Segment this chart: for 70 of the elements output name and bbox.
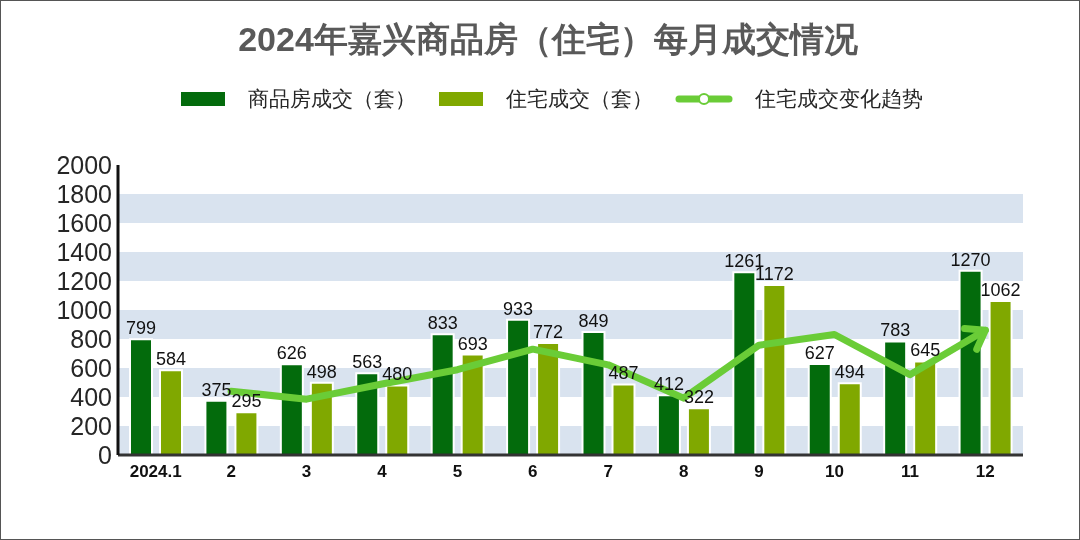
bar (958, 269, 983, 455)
bar (807, 363, 832, 455)
data-label: 375 (201, 379, 232, 400)
data-label: 783 (880, 320, 911, 341)
x-tick-label: 7 (603, 462, 613, 482)
bar (129, 338, 153, 455)
data-label: 933 (503, 298, 534, 319)
y-tick-label: 800 (70, 324, 112, 353)
x-tick-label: 10 (825, 462, 844, 482)
bar (837, 382, 862, 455)
bar (732, 271, 757, 455)
x-tick-label: 4 (377, 462, 388, 482)
data-label: 498 (306, 361, 337, 382)
y-tick-label: 200 (70, 411, 112, 440)
bar (279, 363, 304, 455)
y-tick-label: 0 (98, 440, 112, 469)
bar (762, 284, 787, 455)
x-tick-label: 5 (452, 462, 463, 482)
bar (686, 407, 711, 455)
x-tick-label: 2 (226, 462, 236, 482)
data-label: 627 (804, 343, 835, 364)
y-tick-label: 600 (70, 353, 112, 382)
legend-label: 住宅成交变化趋势 (754, 86, 923, 112)
bar (988, 300, 1013, 455)
legend-label: 住宅成交（套） (505, 86, 653, 112)
data-label: 849 (578, 310, 609, 331)
bar (506, 318, 531, 455)
x-tick-label: 9 (754, 462, 764, 482)
bar (430, 333, 455, 455)
bar (581, 330, 606, 455)
y-tick-label: 2000 (56, 150, 112, 179)
y-tick-label: 1800 (56, 179, 112, 208)
y-tick-label: 1400 (56, 237, 112, 266)
bar (883, 340, 908, 455)
data-label: 1270 (950, 249, 991, 270)
data-label: 799 (125, 318, 157, 339)
data-label: 693 (457, 333, 488, 354)
data-label: 772 (533, 322, 564, 343)
x-tick-label: 8 (678, 462, 689, 482)
y-tick-label: 1600 (56, 208, 112, 237)
bar (234, 411, 259, 455)
bar (385, 384, 410, 455)
bar (355, 372, 380, 455)
data-label: 295 (231, 391, 262, 412)
legend-label: 商品房成交（套） (247, 86, 416, 112)
x-tick-label: 3 (301, 462, 312, 482)
x-tick-label: 6 (528, 462, 538, 482)
y-tick-label: 1200 (56, 266, 112, 295)
y-tick-label: 1000 (56, 295, 112, 324)
bar (611, 383, 636, 455)
x-tick-label: 2024.1 (129, 462, 182, 482)
bar (536, 342, 561, 455)
x-tick-label: 12 (975, 462, 995, 482)
data-label: 645 (910, 340, 941, 361)
data-label: 626 (276, 343, 307, 364)
data-label: 563 (352, 352, 383, 373)
data-label: 322 (683, 387, 714, 408)
bar (913, 360, 938, 455)
data-label: 487 (608, 363, 639, 384)
x-tick-label: 11 (900, 462, 919, 482)
y-tick-label: 400 (70, 382, 112, 411)
chart-title: 2024年嘉兴商品房（住宅）每月成交情况 (237, 19, 859, 60)
bar (656, 394, 681, 455)
data-label: 833 (427, 313, 458, 334)
data-label: 584 (155, 349, 187, 370)
data-label: 494 (834, 362, 865, 383)
bar (204, 399, 229, 455)
bar (460, 353, 485, 455)
data-label: 1062 (980, 280, 1021, 301)
bar (159, 369, 183, 455)
